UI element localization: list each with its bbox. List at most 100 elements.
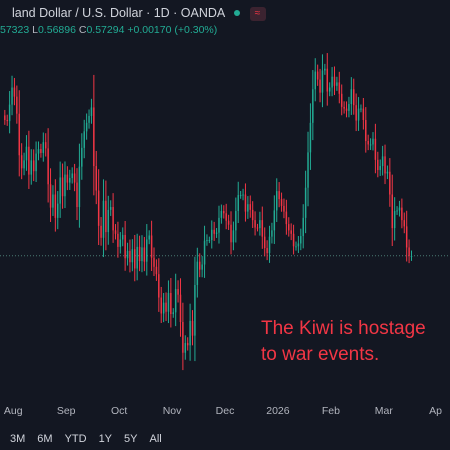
candle-body bbox=[124, 234, 126, 259]
candle-body bbox=[32, 160, 35, 172]
candle-body bbox=[61, 177, 64, 197]
candle-body bbox=[206, 240, 208, 242]
candle-body bbox=[271, 230, 273, 237]
x-tick-label: Aug bbox=[4, 405, 23, 417]
candle-body bbox=[112, 207, 114, 231]
candle-body bbox=[35, 153, 37, 172]
symbol-header: land Dollar / U.S. Dollar · 1D · OANDA ≈ bbox=[12, 6, 266, 21]
candle-body bbox=[81, 147, 83, 167]
candle-body bbox=[143, 247, 146, 262]
candle-body bbox=[129, 250, 131, 263]
candle-body bbox=[273, 210, 276, 231]
candle-body bbox=[148, 235, 150, 240]
candle-body bbox=[78, 166, 81, 208]
candle-body bbox=[254, 220, 256, 228]
candle-body bbox=[389, 171, 391, 195]
candle-body bbox=[218, 217, 220, 233]
candle-body bbox=[348, 104, 350, 111]
candle-body bbox=[386, 171, 389, 174]
candle-body bbox=[379, 166, 381, 171]
candle-body bbox=[357, 108, 360, 121]
candle-body bbox=[391, 194, 393, 229]
candle-body bbox=[146, 239, 148, 262]
symbol-title[interactable]: land Dollar / U.S. Dollar · 1D · OANDA bbox=[12, 6, 225, 20]
range-1y-button[interactable]: 1Y bbox=[98, 433, 113, 445]
candle-body bbox=[225, 213, 227, 221]
candle-body bbox=[251, 209, 254, 221]
candle-body bbox=[285, 211, 288, 225]
candle-body bbox=[42, 142, 45, 153]
candle-body bbox=[227, 220, 230, 225]
candle-body bbox=[16, 96, 18, 114]
range-5y-button[interactable]: 5Y bbox=[124, 433, 138, 445]
candle-body bbox=[326, 68, 329, 92]
candle-body bbox=[203, 240, 206, 265]
candle-body bbox=[167, 292, 170, 312]
x-tick-label: Nov bbox=[163, 405, 182, 417]
candle-body bbox=[372, 138, 374, 145]
candle-body bbox=[247, 204, 249, 212]
candle-body bbox=[266, 248, 268, 254]
candle-body bbox=[333, 76, 336, 86]
candle-body bbox=[319, 79, 321, 93]
candle-body bbox=[278, 191, 280, 200]
candle-body bbox=[90, 107, 93, 116]
candle-body bbox=[261, 220, 264, 237]
range-all-button[interactable]: All bbox=[149, 433, 162, 445]
candle-body bbox=[336, 82, 338, 86]
candle-body bbox=[30, 160, 33, 175]
candle-body bbox=[179, 294, 182, 322]
range-toolbar: 3M 6M YTD 1Y 5Y All bbox=[0, 428, 450, 450]
candle-body bbox=[340, 93, 343, 107]
candle-body bbox=[280, 199, 283, 206]
candle-body bbox=[350, 89, 353, 105]
candle-body bbox=[47, 148, 49, 185]
candle-body bbox=[126, 250, 129, 259]
candle-body bbox=[208, 240, 211, 242]
candle-body bbox=[69, 178, 71, 183]
candle-body bbox=[117, 233, 119, 247]
candle-body bbox=[321, 70, 324, 93]
candle-body bbox=[97, 190, 100, 226]
candle-body bbox=[182, 322, 184, 353]
candle-body bbox=[288, 224, 290, 231]
waves-icon[interactable]: ≈ bbox=[249, 6, 266, 21]
candle-body bbox=[131, 249, 134, 263]
candle-body bbox=[155, 266, 158, 275]
candle-body bbox=[196, 261, 199, 286]
candle-body bbox=[331, 76, 333, 88]
candle-body bbox=[8, 104, 11, 122]
candle-body bbox=[57, 203, 59, 218]
candle-body bbox=[232, 230, 235, 243]
candle-body bbox=[141, 247, 143, 262]
range-ytd-button[interactable]: YTD bbox=[64, 433, 87, 445]
candle-body bbox=[49, 184, 52, 208]
candle-body bbox=[73, 173, 76, 183]
candle-body bbox=[328, 87, 331, 92]
candle-body bbox=[312, 89, 314, 123]
range-3m-button[interactable]: 3M bbox=[10, 433, 26, 445]
candle-body bbox=[88, 115, 90, 123]
chart-annotation: The Kiwi is hostage to war events. bbox=[261, 316, 426, 368]
candle-body bbox=[160, 297, 162, 314]
candle-body bbox=[302, 217, 304, 237]
candle-body bbox=[384, 156, 386, 174]
candle-body bbox=[107, 209, 110, 233]
x-tick-label: Oct bbox=[111, 405, 127, 417]
candle-body bbox=[297, 243, 300, 247]
candle-body bbox=[114, 230, 117, 234]
candle-body bbox=[119, 239, 122, 247]
range-6m-button[interactable]: 6M bbox=[37, 433, 53, 445]
candle-body bbox=[28, 146, 30, 175]
candle-body bbox=[244, 194, 247, 212]
candle-body bbox=[64, 174, 66, 197]
candle-body bbox=[239, 195, 242, 197]
candle-body bbox=[343, 106, 345, 109]
candle-body bbox=[158, 274, 160, 298]
candle-body bbox=[105, 200, 107, 233]
candle-body bbox=[54, 194, 57, 218]
candle-body bbox=[213, 229, 215, 234]
candle-body bbox=[295, 246, 297, 248]
